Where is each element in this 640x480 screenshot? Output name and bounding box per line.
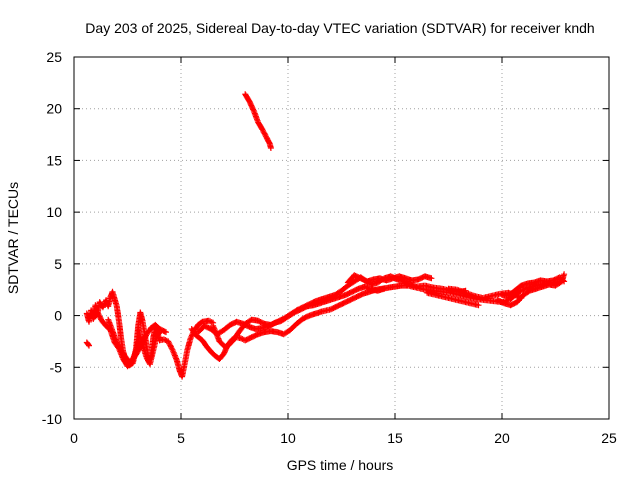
y-tick-label: 10 xyxy=(46,204,62,220)
series-track xyxy=(195,283,388,338)
series-track xyxy=(344,272,435,286)
y-tick-label: -5 xyxy=(50,359,63,375)
series-track xyxy=(494,271,568,309)
data-point-markers xyxy=(242,91,274,151)
y-tick-label: 15 xyxy=(46,152,62,168)
y-tick-label: 5 xyxy=(54,256,62,272)
x-axis-label: GPS time / hours xyxy=(287,457,394,473)
chart-title: Day 203 of 2025, Sidereal Day-to-day VTE… xyxy=(85,20,594,36)
grid xyxy=(74,57,609,419)
y-tick-label: -10 xyxy=(42,411,62,427)
data-point-markers xyxy=(135,326,163,368)
data-point-markers xyxy=(195,283,388,338)
x-tick-label: 5 xyxy=(177,430,185,446)
data-point-markers xyxy=(424,289,482,309)
data-point-markers xyxy=(494,271,568,309)
x-tick-label: 15 xyxy=(387,430,403,446)
series-track xyxy=(83,339,92,349)
plot-frame xyxy=(73,56,610,420)
series-track xyxy=(135,326,163,368)
data-point-markers xyxy=(83,339,92,349)
tick-marks xyxy=(73,56,610,420)
y-tick-label: 20 xyxy=(46,101,62,117)
data-point-markers xyxy=(499,274,568,299)
y-tick-label: 0 xyxy=(54,308,62,324)
x-tick-label: 10 xyxy=(280,430,296,446)
x-tick-label: 25 xyxy=(601,430,617,446)
data-point-markers xyxy=(344,272,435,286)
series-track xyxy=(499,274,568,299)
series-track xyxy=(242,91,274,151)
plot-area xyxy=(83,91,568,380)
tick-labels: 0 5 10 15 20 25 -10 -5 0 5 10 15 20 25 xyxy=(42,49,617,446)
x-tick-label: 0 xyxy=(70,430,78,446)
y-axis-label: SDTVAR / TECUs xyxy=(5,182,21,294)
series-track xyxy=(424,289,482,309)
y-tick-label: 25 xyxy=(46,49,62,65)
x-tick-label: 20 xyxy=(494,430,510,446)
